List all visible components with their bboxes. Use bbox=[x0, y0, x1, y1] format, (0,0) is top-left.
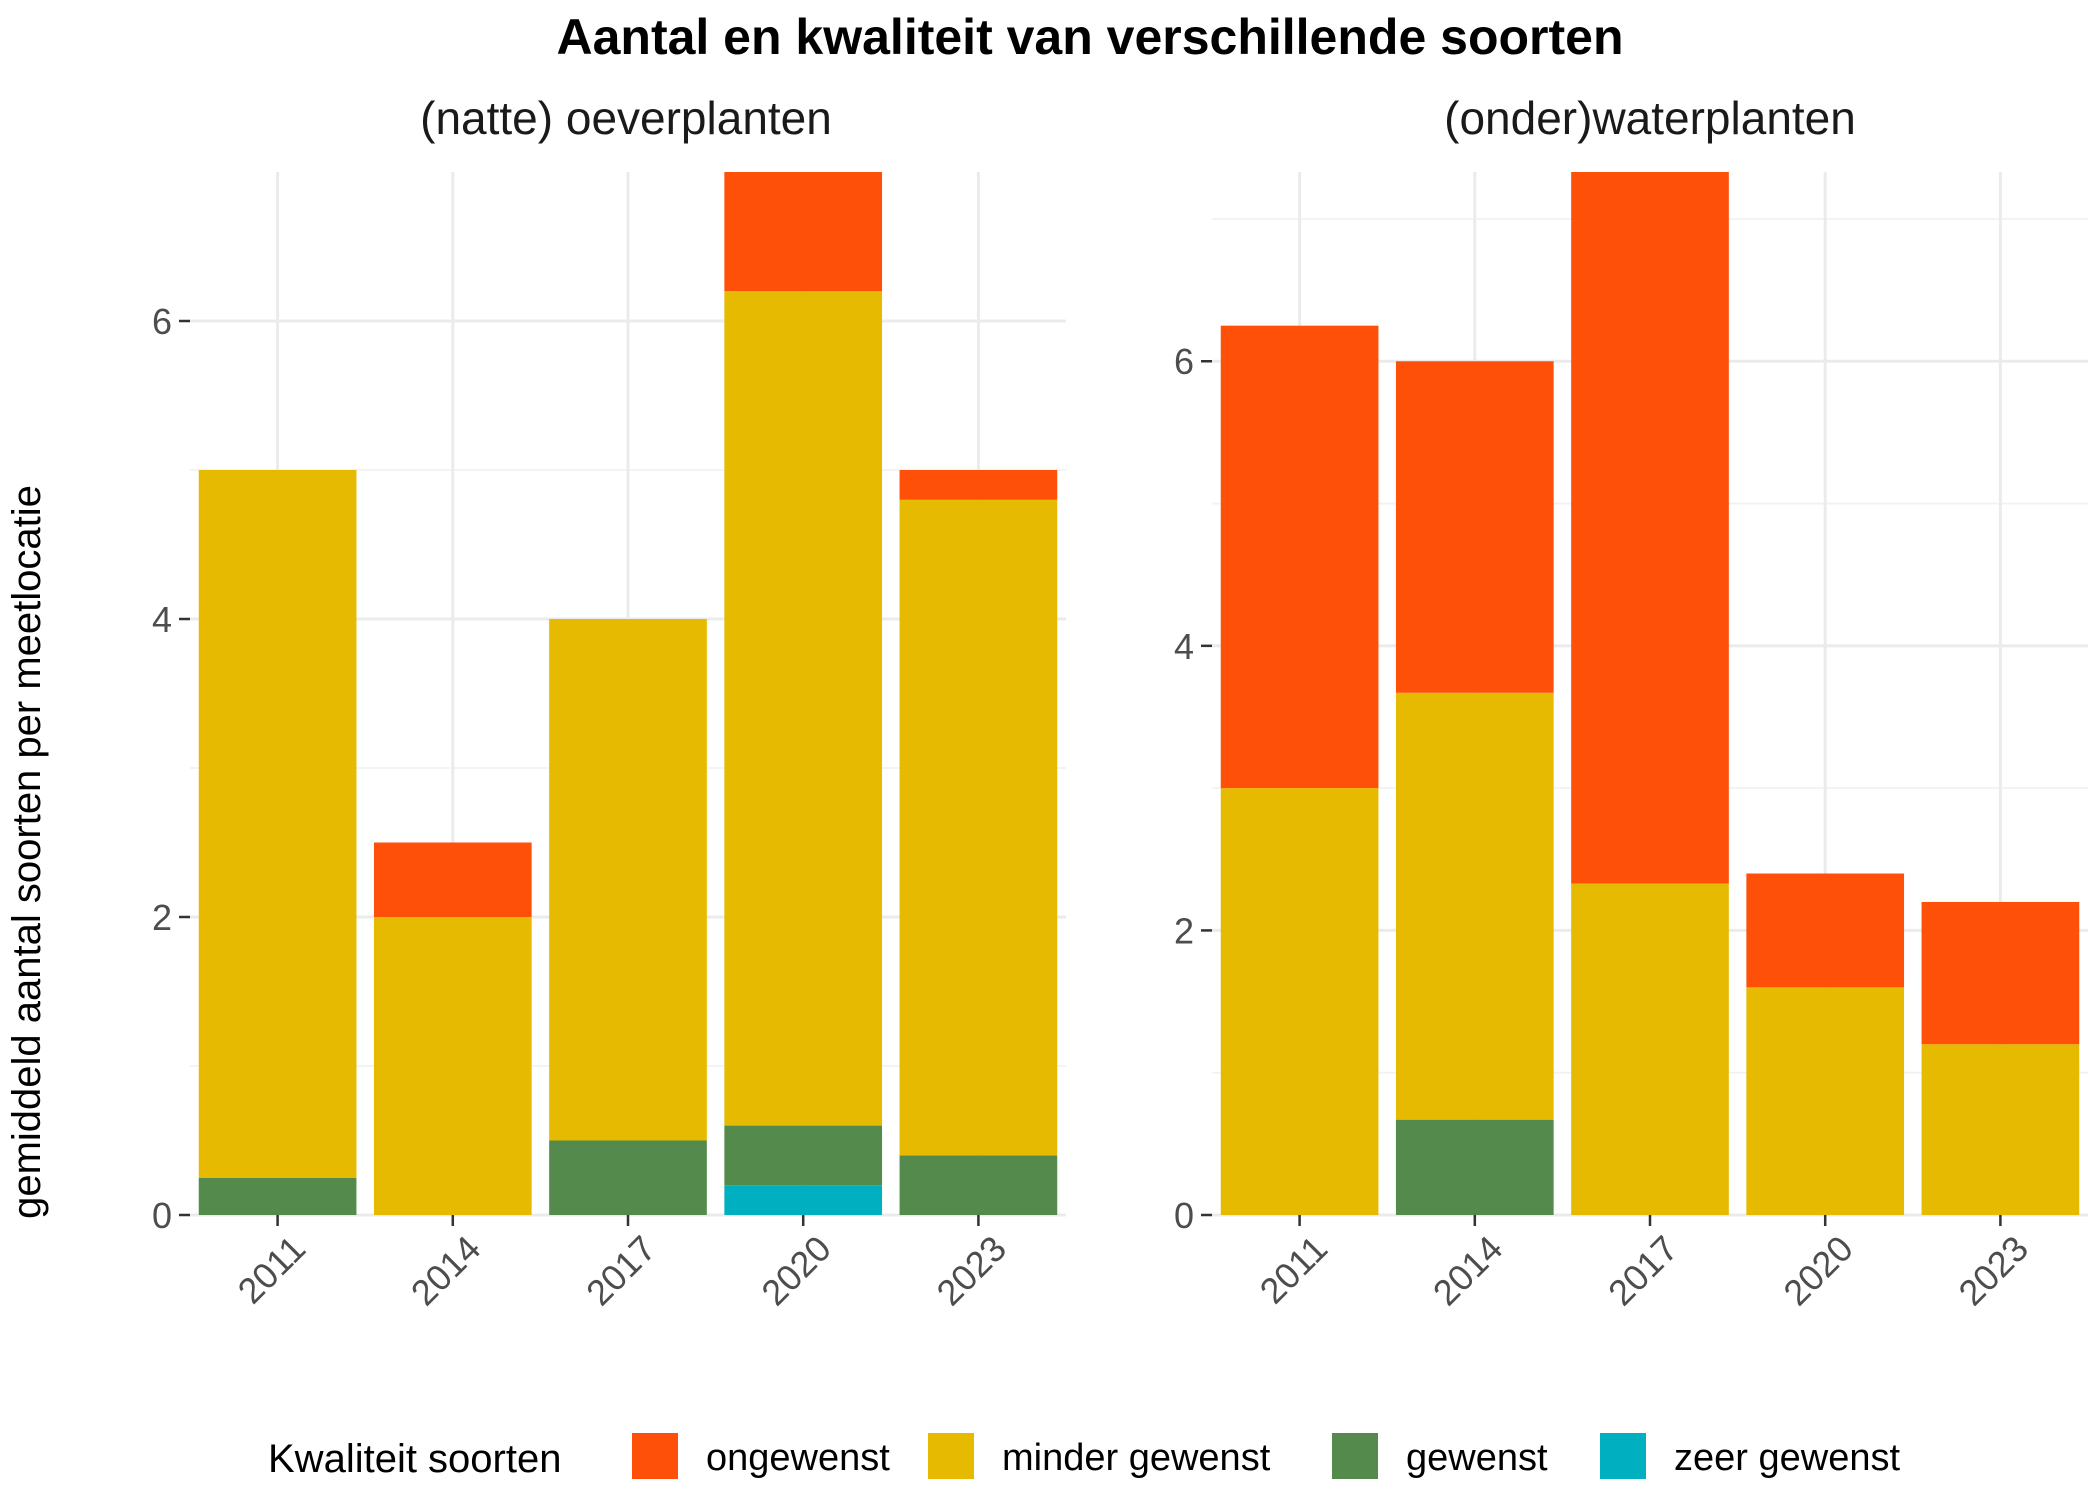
legend-key-ongewenst bbox=[632, 1433, 678, 1479]
y-tick-label: 4 bbox=[152, 599, 172, 640]
bar-minder_gewenst-2014 bbox=[1395, 692, 1554, 1120]
bar-ongewenst-2017 bbox=[1571, 172, 1729, 884]
panel-title: (onder)waterplanten bbox=[1444, 92, 1856, 144]
x-tick-label: 2017 bbox=[578, 1228, 664, 1314]
bar-zeer_gewenst-2020 bbox=[724, 1185, 883, 1215]
legend-label-ongewenst: ongewenst bbox=[706, 1437, 890, 1479]
y-tick-label: 2 bbox=[1174, 910, 1194, 951]
bar-gewenst-2014 bbox=[1395, 1119, 1554, 1215]
x-tick-label: 2017 bbox=[1600, 1228, 1686, 1314]
bar-ongewenst-2023 bbox=[899, 470, 1058, 500]
x-tick-label: 2014 bbox=[403, 1228, 489, 1314]
bar-ongewenst-2011 bbox=[1220, 325, 1379, 789]
x-tick-label: 2011 bbox=[230, 1228, 314, 1312]
panel-title: (natte) oeverplanten bbox=[420, 92, 832, 144]
bar-ongewenst-2023 bbox=[1921, 901, 2080, 1045]
bar-ongewenst-2014 bbox=[1395, 361, 1554, 693]
legend-label-gewenst: gewenst bbox=[1406, 1437, 1548, 1479]
bar-minder_gewenst-2011 bbox=[1220, 788, 1379, 1215]
panel-waterplanten: (onder)waterplanten 0 2 4 6 2011 2014 2017 2020… bbox=[1174, 92, 2088, 1313]
legend-title: Kwaliteit soorten bbox=[268, 1437, 561, 1481]
x-tick-label: 2020 bbox=[753, 1228, 839, 1314]
chart-title: Aantal en kwaliteit van verschillende so… bbox=[556, 9, 1623, 65]
bar-ongewenst-2020 bbox=[1746, 873, 1905, 988]
bar-ongewenst-2014 bbox=[373, 842, 532, 917]
x-tick-label: 2023 bbox=[1950, 1228, 2036, 1314]
y-axis-label: gemiddeld aantal soorten per meetlocatie bbox=[5, 485, 49, 1219]
x-tick-label: 2011 bbox=[1252, 1228, 1336, 1312]
legend: Kwaliteit soorten ongewenst minder gewens… bbox=[268, 1433, 1900, 1481]
x-tick-label: 2023 bbox=[928, 1228, 1014, 1314]
bar-gewenst-2020 bbox=[724, 1125, 883, 1186]
bar-minder_gewenst-2011 bbox=[198, 470, 357, 1178]
bar-minder_gewenst-2020 bbox=[724, 291, 883, 1126]
bar-minder_gewenst-2017 bbox=[1571, 883, 1729, 1215]
y-tick-label: 2 bbox=[152, 897, 172, 938]
y-tick-label: 6 bbox=[1174, 341, 1194, 382]
bar-minder_gewenst-2014 bbox=[373, 917, 532, 1215]
legend-key-gewenst bbox=[1332, 1433, 1378, 1479]
bar-minder_gewenst-2023 bbox=[1921, 1044, 2080, 1215]
bar-ongewenst-2020 bbox=[724, 172, 883, 292]
x-tick-label: 2014 bbox=[1425, 1228, 1511, 1314]
legend-key-zeer_gewenst bbox=[1600, 1433, 1646, 1479]
panel-oeverplanten: (natte) oeverplanten 0 2 4 6 2011 2014 2017 202… bbox=[152, 92, 1066, 1313]
bar-minder_gewenst-2023 bbox=[899, 499, 1058, 1156]
bar-minder_gewenst-2017 bbox=[549, 619, 707, 1141]
bar-gewenst-2011 bbox=[198, 1177, 357, 1215]
bar-gewenst-2023 bbox=[899, 1155, 1058, 1215]
y-tick-label: 6 bbox=[152, 301, 172, 342]
bar-gewenst-2017 bbox=[549, 1140, 707, 1215]
x-tick-label: 2020 bbox=[1775, 1228, 1861, 1314]
bar-minder_gewenst-2020 bbox=[1746, 987, 1905, 1215]
y-tick-label: 4 bbox=[1174, 626, 1194, 667]
y-tick-label: 0 bbox=[1174, 1195, 1194, 1236]
y-tick-label: 0 bbox=[152, 1195, 172, 1236]
legend-label-minder_gewenst: minder gewenst bbox=[1002, 1437, 1271, 1479]
legend-label-zeer_gewenst: zeer gewenst bbox=[1674, 1437, 1900, 1479]
legend-key-minder_gewenst bbox=[928, 1433, 974, 1479]
